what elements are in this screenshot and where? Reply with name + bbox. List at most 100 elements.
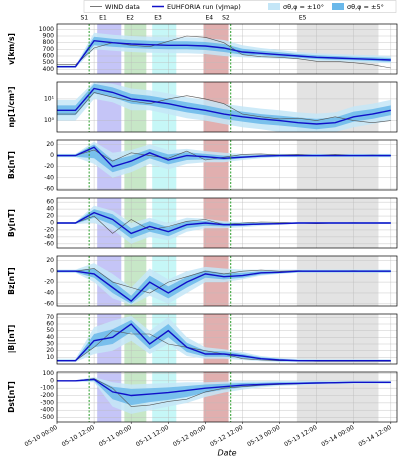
panel: -60 -40 -20 0 20 Bz[nT] (7, 255, 398, 307)
panel: -60 -40 -20 0 20 Bx[nT] (7, 139, 398, 192)
panel-frame (56, 139, 398, 191)
y-axis-label: By[nT] (7, 209, 16, 237)
x-tick-label: 05-10 12:00 (61, 424, 96, 448)
series-line (57, 270, 391, 303)
y-tick-label: 600 (43, 53, 55, 60)
x-tick-label: 05-14 12:00 (357, 424, 392, 448)
y-tick-label: -60 (44, 300, 54, 307)
x-tick-label: 05-13 00:00 (246, 424, 281, 448)
x-tick-label: 05-12 00:00 (172, 424, 207, 448)
uncertainty-band (57, 378, 391, 406)
y-tick-label: 0 (50, 220, 54, 227)
y-axis-label: np[1/cm³] (7, 86, 16, 127)
legend-box (83, 0, 397, 13)
x-tick-label: 05-10 00:00 (24, 424, 59, 448)
y-tick-label: 40 (46, 334, 54, 341)
plot-area (57, 198, 397, 248)
y-tick-label: 20 (46, 141, 54, 148)
plot-area (57, 140, 397, 190)
event-label: S1 (81, 15, 89, 22)
y-tick-label: 10¹ (44, 95, 55, 102)
y-axis-label: v[km/s] (7, 33, 16, 65)
y-tick-label: 60 (46, 321, 54, 328)
legend-swatch (332, 3, 344, 10)
y-tick-label: 70 (46, 314, 54, 321)
panel-frame (56, 81, 398, 133)
y-axis-label: |B|[nT] (7, 325, 17, 354)
series-line (57, 92, 391, 124)
y-tick-label: 1000 (39, 26, 54, 33)
y-tick-label: 50 (46, 327, 54, 334)
legend-label: σθ,φ = ±5° (347, 3, 384, 11)
series-line (57, 39, 391, 68)
plot-area (57, 372, 397, 422)
y-tick-label: -60 (44, 185, 54, 192)
y-tick-label: -60 (44, 240, 54, 247)
y-tick-label: -200 (40, 392, 54, 399)
panel-frame (56, 255, 398, 307)
y-tick-label: -20 (44, 226, 54, 233)
y-tick-label: 20 (46, 347, 54, 354)
event-label: S2 (222, 15, 230, 22)
y-tick-label: 500 (43, 59, 55, 66)
y-tick-label: 40 (46, 206, 54, 213)
x-tick-label: 05-14 00:00 (320, 424, 355, 448)
y-tick-label: 0 (50, 268, 54, 275)
y-tick-label: 800 (43, 39, 55, 46)
uncertainty-band (57, 316, 391, 362)
x-tick-label: 05-11 00:00 (98, 424, 133, 448)
panel-frame (56, 23, 398, 75)
x-axis-label: Date (217, 449, 236, 458)
legend-label: EUHFORIA run (vJmap) (167, 3, 241, 11)
series-line (57, 87, 391, 125)
panel: 10⁰ 10¹ np[1/cm³] (7, 81, 398, 133)
y-tick-label: -300 (40, 399, 54, 406)
event-label: E4 (206, 15, 214, 22)
legend-swatch (268, 3, 280, 10)
event-region (296, 256, 379, 306)
y-tick-label: -500 (40, 414, 54, 421)
event-region (296, 24, 379, 74)
plot-area (57, 314, 397, 364)
y-tick-label: -20 (44, 163, 54, 170)
y-tick-label: 10⁰ (44, 117, 55, 124)
x-tick-label: 05-13 12:00 (283, 424, 318, 448)
legend-label: WIND data (105, 3, 140, 11)
series-line (57, 323, 391, 362)
uncertainty-band (57, 268, 391, 304)
y-tick-label: 100 (43, 370, 55, 377)
x-tick-label: 05-11 12:00 (135, 424, 170, 448)
y-tick-label: -100 (40, 385, 54, 392)
y-tick-label: 10 (46, 354, 54, 361)
y-tick-label: 20 (46, 257, 54, 264)
plot-area (57, 82, 397, 132)
event-region (203, 140, 229, 190)
y-axis-label: Dst[nT] (7, 381, 16, 413)
y-tick-label: -40 (44, 174, 54, 181)
y-tick-label: 60 (46, 199, 54, 206)
y-tick-label: -40 (44, 289, 54, 296)
x-tick-label: 05-12 12:00 (209, 424, 244, 448)
event-region (296, 372, 379, 422)
event-label: E5 (299, 15, 307, 22)
panel-frame (56, 371, 398, 423)
uncertainty-band (57, 320, 391, 362)
panel-frame (56, 197, 398, 249)
y-axis-label: Bx[nT] (7, 151, 16, 179)
y-tick-label: 0 (50, 377, 54, 384)
y-tick-label: -40 (44, 233, 54, 240)
y-tick-label: 20 (46, 213, 54, 220)
event-label: E2 (126, 15, 134, 22)
y-tick-label: 400 (43, 66, 55, 73)
y-tick-label: -20 (44, 279, 54, 286)
panel-frame (56, 313, 398, 365)
event-region (296, 314, 379, 364)
series-line (57, 146, 391, 168)
y-tick-label: 30 (46, 341, 54, 348)
event-label: E3 (154, 15, 162, 22)
legend-label: σθ,φ = ±10° (283, 3, 324, 11)
event-region (203, 372, 229, 422)
